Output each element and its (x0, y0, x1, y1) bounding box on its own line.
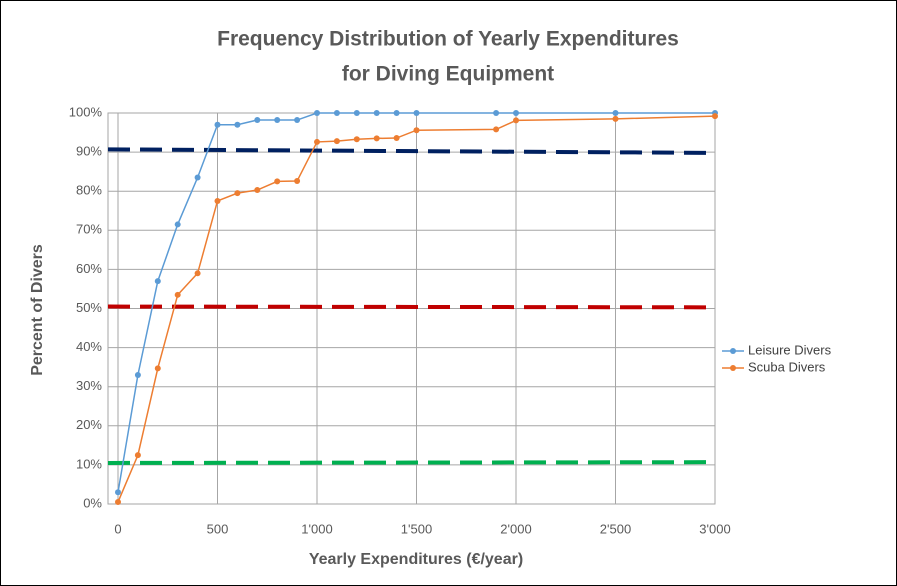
data-point (254, 187, 261, 194)
legend-label: Scuba Divers (748, 359, 826, 374)
y-tick-label: 0% (83, 495, 102, 510)
y-tick-label: 60% (76, 261, 102, 276)
data-point (333, 138, 340, 145)
data-point (393, 110, 400, 116)
data-point (333, 110, 340, 116)
data-point (353, 136, 360, 143)
data-point (294, 178, 301, 185)
y-tick-label: 70% (76, 222, 102, 237)
data-point (115, 489, 121, 496)
data-point (274, 178, 281, 185)
data-point (115, 499, 121, 506)
legend-label: Leisure Divers (748, 342, 832, 357)
y-tick-label: 80% (76, 183, 102, 198)
data-point (513, 110, 519, 116)
data-point (493, 110, 500, 116)
series-line (117, 115, 716, 503)
reference-line (107, 304, 716, 310)
reference-line (107, 460, 716, 465)
chart-title: Frequency Distribution of Yearly Expendi… (217, 28, 679, 51)
x-tick-label: 1'500 (401, 521, 432, 536)
x-tick-label: 2'000 (500, 521, 531, 536)
y-tick-label: 50% (76, 300, 102, 315)
x-axis-title: Yearly Expenditures (€/year) (309, 551, 523, 568)
y-tick-label: 40% (76, 339, 102, 354)
series-line (117, 112, 715, 493)
data-point (712, 113, 718, 120)
data-point (314, 138, 320, 145)
data-point (612, 115, 619, 122)
data-point (274, 117, 281, 124)
y-axis-title: Percent of Divers (29, 244, 46, 376)
data-point (154, 365, 161, 372)
data-point (513, 117, 519, 124)
data-point (493, 126, 500, 133)
data-point (214, 197, 221, 204)
data-point (174, 221, 181, 228)
data-point (353, 110, 360, 116)
y-tick-label: 10% (76, 456, 102, 471)
data-point (373, 135, 380, 142)
data-point (373, 110, 380, 116)
data-point (314, 110, 320, 116)
data-point (194, 270, 201, 277)
legend-marker (730, 348, 736, 354)
y-tick-label: 100% (69, 104, 103, 119)
data-point (134, 452, 141, 459)
reference-line (107, 147, 716, 155)
data-point (413, 127, 420, 134)
data-point (134, 371, 141, 378)
x-tick-label: 3'000 (699, 521, 730, 536)
data-point (174, 291, 181, 298)
chart-title: for Diving Equipment (342, 63, 554, 86)
data-point (154, 278, 161, 285)
data-point (612, 110, 619, 116)
legend-marker (730, 365, 736, 371)
x-tick-label: 1'000 (301, 521, 332, 536)
x-tick-label: 2'500 (600, 521, 631, 536)
data-point (393, 135, 400, 142)
data-point (294, 117, 301, 124)
y-tick-label: 90% (76, 144, 102, 159)
x-tick-label: 0 (114, 521, 121, 536)
data-point (234, 121, 241, 128)
y-tick-label: 30% (76, 378, 102, 393)
y-tick-label: 20% (76, 417, 102, 432)
data-point (413, 110, 420, 116)
data-point (214, 121, 221, 128)
data-point (254, 117, 261, 124)
x-tick-label: 500 (207, 521, 229, 536)
data-point (234, 190, 241, 197)
data-point (194, 174, 201, 181)
